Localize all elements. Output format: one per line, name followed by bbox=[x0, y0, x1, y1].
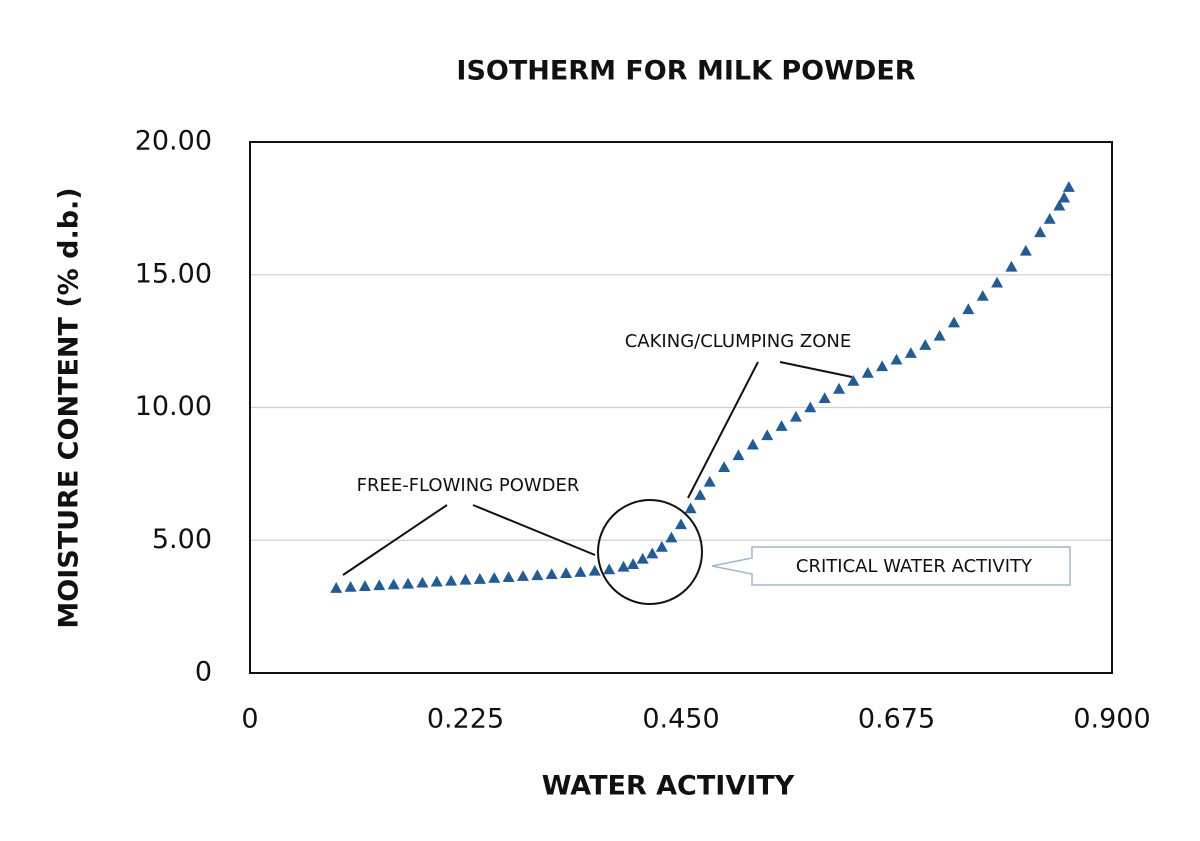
marker bbox=[861, 366, 874, 378]
marker bbox=[588, 564, 601, 576]
marker bbox=[344, 580, 357, 592]
marker bbox=[473, 573, 486, 584]
marker bbox=[531, 569, 544, 581]
annotation-line bbox=[342, 504, 448, 576]
annotation-line bbox=[687, 361, 759, 499]
marker bbox=[459, 573, 472, 585]
marker bbox=[1062, 181, 1075, 192]
y-tick-label: 10.00 bbox=[135, 391, 212, 422]
marker bbox=[445, 574, 458, 586]
marker bbox=[373, 579, 386, 591]
marker bbox=[847, 374, 860, 386]
marker bbox=[665, 531, 678, 543]
annotations bbox=[342, 361, 853, 605]
marker bbox=[627, 558, 640, 569]
marker bbox=[402, 577, 415, 589]
annotation-circle bbox=[597, 499, 703, 605]
marker bbox=[603, 563, 616, 575]
annotation-text: FREE-FLOWING POWDER bbox=[357, 475, 580, 496]
marker bbox=[703, 475, 716, 487]
marker bbox=[358, 580, 371, 591]
marker bbox=[516, 570, 529, 581]
y-tick-label: 15.00 bbox=[135, 258, 212, 289]
y-axis-title: MOISTURE CONTENT (% d.b.) bbox=[54, 187, 85, 628]
marker bbox=[890, 353, 903, 365]
marker bbox=[1053, 199, 1066, 211]
marker bbox=[1019, 244, 1032, 256]
marker bbox=[761, 429, 774, 441]
annotation-line bbox=[779, 361, 853, 378]
marker bbox=[560, 567, 573, 578]
y-tick-label: 5.00 bbox=[152, 524, 212, 555]
x-axis-title: WATER ACTIVITY bbox=[542, 771, 795, 802]
marker bbox=[947, 316, 960, 328]
marker bbox=[430, 575, 443, 587]
marker bbox=[904, 347, 917, 358]
marker bbox=[416, 576, 429, 588]
marker bbox=[933, 329, 946, 341]
marker bbox=[694, 489, 707, 500]
marker bbox=[646, 547, 659, 559]
marker bbox=[876, 360, 889, 372]
marker bbox=[574, 566, 587, 577]
x-tick-label: 0.900 bbox=[1073, 704, 1150, 735]
x-tick-label: 0 bbox=[241, 704, 258, 735]
markers bbox=[330, 181, 1075, 593]
y-tick-label: 20.00 bbox=[135, 126, 212, 157]
marker bbox=[636, 552, 649, 564]
marker bbox=[804, 401, 817, 413]
annotation-line bbox=[472, 504, 596, 556]
marker bbox=[1005, 260, 1018, 272]
marker bbox=[675, 518, 687, 530]
annotation-text: CRITICAL WATER ACTIVITY bbox=[796, 556, 1033, 577]
marker bbox=[684, 502, 697, 514]
marker bbox=[488, 571, 501, 583]
plot-frame bbox=[249, 141, 1113, 674]
marker bbox=[746, 438, 759, 450]
marker bbox=[1043, 212, 1056, 224]
x-tick-label: 0.450 bbox=[642, 704, 719, 735]
x-tick-label: 0.225 bbox=[427, 704, 504, 735]
marker bbox=[732, 449, 745, 461]
x-tick-label: 0.675 bbox=[858, 704, 935, 735]
marker bbox=[962, 303, 975, 315]
marker bbox=[655, 540, 668, 552]
marker bbox=[718, 461, 731, 473]
marker bbox=[1034, 226, 1047, 238]
marker bbox=[818, 392, 831, 404]
y-tick-label: 0 bbox=[195, 657, 212, 688]
marker bbox=[833, 382, 846, 394]
marker bbox=[789, 410, 802, 422]
chart-title: ISOTHERM FOR MILK POWDER bbox=[456, 56, 915, 87]
marker bbox=[991, 276, 1004, 288]
marker bbox=[502, 571, 515, 582]
marker bbox=[1058, 191, 1071, 203]
marker bbox=[617, 560, 630, 572]
annotation-text: CAKING/CLUMPING ZONE bbox=[625, 331, 852, 352]
marker bbox=[387, 578, 400, 590]
marker bbox=[919, 339, 932, 350]
callout-box bbox=[711, 546, 1071, 586]
marker bbox=[330, 582, 343, 593]
marker bbox=[976, 289, 989, 301]
marker bbox=[775, 420, 788, 431]
marker bbox=[545, 568, 558, 580]
